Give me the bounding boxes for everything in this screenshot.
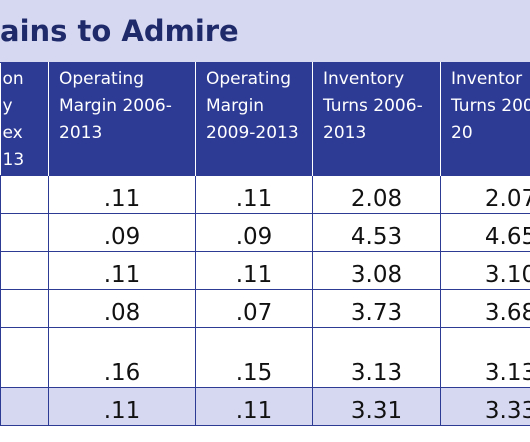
header-line: on bbox=[2, 69, 24, 89]
title: ains to Admire bbox=[0, 14, 239, 48]
table: on y ex 13 Operating Margin 2006-2013 Operati… bbox=[0, 62, 530, 426]
table-row: .09.094.534.65 bbox=[0, 213, 530, 252]
table-cell: 3.08 bbox=[312, 251, 441, 290]
table-cell: .11 bbox=[195, 175, 313, 214]
table-cell: 4.53 bbox=[312, 213, 441, 252]
table-cell: .11 bbox=[195, 387, 313, 426]
header-text: Operating Margin 2006-2013 bbox=[59, 69, 172, 143]
table-cell: 3.10 bbox=[440, 251, 530, 290]
table-row: .11.113.313.33 bbox=[0, 387, 530, 426]
table-cell: .15 bbox=[195, 327, 313, 388]
table-cell: .09 bbox=[195, 213, 313, 252]
table-cell: 3.13 bbox=[440, 327, 530, 388]
table-cell: .11 bbox=[48, 175, 196, 214]
table-row: .08.073.733.68 bbox=[0, 289, 530, 328]
blank-cell bbox=[0, 251, 49, 290]
table-cell: 3.68 bbox=[440, 289, 530, 328]
header-line: ex bbox=[2, 123, 23, 143]
blank-cell bbox=[0, 213, 49, 252]
table-cell: .11 bbox=[48, 251, 196, 290]
table-cell: 4.65 bbox=[440, 213, 530, 252]
table-cell: .16 bbox=[48, 327, 196, 388]
blank-cell bbox=[0, 175, 49, 214]
title-bar: ains to Admire bbox=[0, 0, 530, 63]
header-cell: Operating Margin 2009-2013 bbox=[195, 62, 313, 176]
table-cell: .09 bbox=[48, 213, 196, 252]
header-cell: Operating Margin 2006-2013 bbox=[48, 62, 196, 176]
header-row: on y ex 13 Operating Margin 2006-2013 Operati… bbox=[0, 62, 530, 176]
table-cell: 2.07 bbox=[440, 175, 530, 214]
header-cell: Inventory Turns 2006-2013 bbox=[312, 62, 441, 176]
table-row: .11.113.083.10 bbox=[0, 251, 530, 290]
table-wrap: on y ex 13 Operating Margin 2006-2013 Operati… bbox=[0, 62, 530, 442]
header-text: Inventor Turns 2009-20 bbox=[451, 69, 530, 143]
table-cell: .11 bbox=[195, 251, 313, 290]
header-cell: Inventor Turns 2009-20 bbox=[440, 62, 530, 176]
table-row: .11.112.082.07 bbox=[0, 175, 530, 214]
header-cell: on y ex 13 bbox=[0, 62, 49, 176]
table-cell: 3.73 bbox=[312, 289, 441, 328]
header-line: 13 bbox=[2, 150, 25, 170]
table-cell: 3.31 bbox=[312, 387, 441, 426]
table-body: .11.112.082.07.09.094.534.65.11.113.083.… bbox=[0, 175, 530, 426]
blank-cell bbox=[0, 387, 49, 426]
header-text: Inventory Turns 2006-2013 bbox=[323, 69, 423, 143]
table-cell: .07 bbox=[195, 289, 313, 328]
header-line: y bbox=[2, 96, 13, 116]
blank-cell bbox=[0, 289, 49, 328]
blank-cell bbox=[0, 327, 49, 388]
table-cell: 2.08 bbox=[312, 175, 441, 214]
table-cell: 3.13 bbox=[312, 327, 441, 388]
table-row: .16.153.133.13 bbox=[0, 327, 530, 388]
table-cell: .08 bbox=[48, 289, 196, 328]
table-cell: .11 bbox=[48, 387, 196, 426]
table-cell: 3.33 bbox=[440, 387, 530, 426]
header-text: Operating Margin 2009-2013 bbox=[206, 69, 299, 143]
